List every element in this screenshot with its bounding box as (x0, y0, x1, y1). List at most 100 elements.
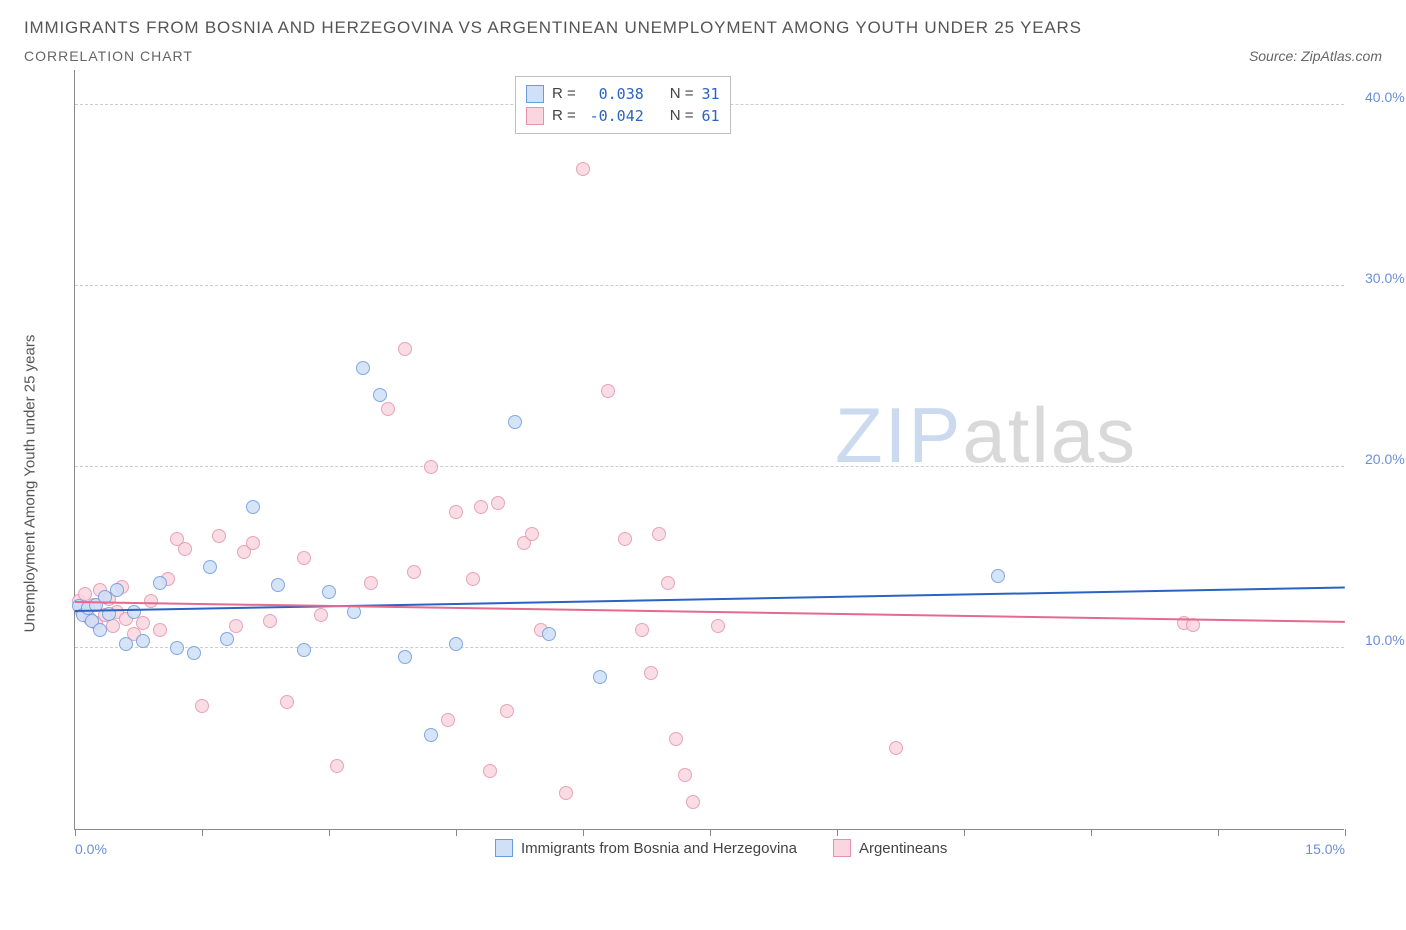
data-point (203, 560, 217, 574)
data-point (661, 576, 675, 590)
data-point (678, 768, 692, 782)
data-point (652, 527, 666, 541)
data-point (364, 576, 378, 590)
data-point (381, 402, 395, 416)
x-tick (75, 829, 76, 836)
legend-swatch (526, 107, 544, 125)
data-point (297, 551, 311, 565)
data-point (220, 632, 234, 646)
correlation-scatter-chart: Unemployment Among Youth under 25 years … (24, 70, 1382, 880)
data-point (246, 500, 260, 514)
source-attribution: Source: ZipAtlas.com (1249, 48, 1382, 64)
grid-line (75, 285, 1344, 286)
data-point (889, 741, 903, 755)
chart-subtitle: CORRELATION CHART (24, 48, 193, 64)
data-point (271, 578, 285, 592)
data-point (170, 641, 184, 655)
chart-title: IMMIGRANTS FROM BOSNIA AND HERZEGOVINA V… (24, 18, 1382, 38)
x-tick (1345, 829, 1346, 836)
data-point (93, 623, 107, 637)
data-point (373, 388, 387, 402)
data-point (449, 637, 463, 651)
data-point (991, 569, 1005, 583)
data-point (449, 505, 463, 519)
data-point (686, 795, 700, 809)
y-tick-label: 10.0% (1365, 632, 1405, 648)
data-point (466, 572, 480, 586)
legend-label: Immigrants from Bosnia and Herzegovina (521, 840, 797, 857)
data-point (136, 634, 150, 648)
data-point (635, 623, 649, 637)
x-tick (583, 829, 584, 836)
correlation-legend: R =0.038N =31R =-0.042N =61 (515, 76, 731, 134)
data-point (246, 536, 260, 550)
data-point (474, 500, 488, 514)
data-point (424, 460, 438, 474)
x-tick (202, 829, 203, 836)
data-point (127, 605, 141, 619)
x-tick (1218, 829, 1219, 836)
legend-row: R =0.038N =31 (526, 83, 720, 105)
data-point (407, 565, 421, 579)
data-point (178, 542, 192, 556)
y-tick-label: 30.0% (1365, 270, 1405, 286)
data-point (330, 759, 344, 773)
x-tick (329, 829, 330, 836)
data-point (398, 342, 412, 356)
legend-label: Argentineans (859, 840, 947, 857)
data-point (576, 162, 590, 176)
data-point (508, 415, 522, 429)
data-point (424, 728, 438, 742)
data-point (500, 704, 514, 718)
legend-swatch (495, 839, 513, 857)
data-point (441, 713, 455, 727)
x-tick (837, 829, 838, 836)
data-point (106, 619, 120, 633)
plot-area: 10.0%20.0%30.0%40.0%0.0%15.0%ZIPatlasR =… (74, 70, 1344, 830)
y-axis-label: Unemployment Among Youth under 25 years (22, 335, 39, 633)
data-point (483, 764, 497, 778)
data-point (153, 623, 167, 637)
legend-item: Argentineans (833, 839, 947, 857)
data-point (297, 643, 311, 657)
data-point (711, 619, 725, 633)
x-tick (1091, 829, 1092, 836)
grid-line (75, 466, 1344, 467)
data-point (314, 608, 328, 622)
legend-swatch (526, 85, 544, 103)
y-tick-label: 40.0% (1365, 89, 1405, 105)
data-point (212, 529, 226, 543)
data-point (601, 384, 615, 398)
x-tick (964, 829, 965, 836)
data-point (153, 576, 167, 590)
data-point (542, 627, 556, 641)
data-point (187, 646, 201, 660)
data-point (398, 650, 412, 664)
data-point (644, 666, 658, 680)
x-tick-label: 15.0% (1305, 841, 1345, 857)
y-tick-label: 20.0% (1365, 451, 1405, 467)
data-point (593, 670, 607, 684)
data-point (229, 619, 243, 633)
legend-swatch (833, 839, 851, 857)
grid-line (75, 647, 1344, 648)
data-point (322, 585, 336, 599)
data-point (263, 614, 277, 628)
data-point (195, 699, 209, 713)
series-legend: Immigrants from Bosnia and Herzegovina Ar… (495, 839, 947, 857)
trend-line (75, 586, 1345, 612)
data-point (525, 527, 539, 541)
data-point (110, 583, 124, 597)
x-tick (710, 829, 711, 836)
x-tick-label: 0.0% (75, 841, 107, 857)
data-point (144, 594, 158, 608)
data-point (280, 695, 294, 709)
data-point (119, 637, 133, 651)
legend-item: Immigrants from Bosnia and Herzegovina (495, 839, 797, 857)
data-point (559, 786, 573, 800)
data-point (356, 361, 370, 375)
watermark: ZIPatlas (835, 390, 1137, 481)
x-tick (456, 829, 457, 836)
legend-row: R =-0.042N =61 (526, 105, 720, 127)
data-point (491, 496, 505, 510)
